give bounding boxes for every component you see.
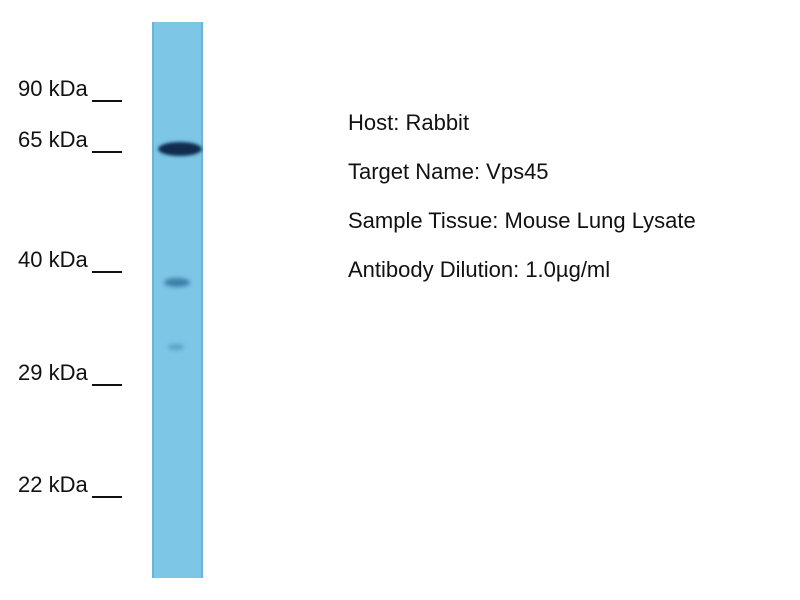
marker-tick <box>91 137 122 153</box>
marker-22: 22 kDa <box>18 472 122 498</box>
band-main <box>158 142 202 156</box>
marker-label: 90 kDa <box>18 76 88 101</box>
marker-29: 29 kDa <box>18 360 122 386</box>
marker-label: 29 kDa <box>18 360 88 385</box>
info-tissue: Sample Tissue: Mouse Lung Lysate <box>348 208 696 233</box>
marker-tick <box>91 482 122 498</box>
marker-tick <box>91 257 122 273</box>
marker-90: 90 kDa <box>18 76 122 102</box>
info-target: Target Name: Vps45 <box>348 159 549 184</box>
marker-40: 40 kDa <box>18 247 122 273</box>
info-host: Host: Rabbit <box>348 110 470 135</box>
marker-65: 65 kDa <box>18 127 122 153</box>
band-secondary <box>164 278 190 287</box>
info-dilution: Antibody Dilution: 1.0µg/ml <box>348 257 611 282</box>
band-faint <box>168 344 184 350</box>
marker-tick <box>91 86 122 102</box>
marker-label: 40 kDa <box>18 247 88 272</box>
blot-lane <box>152 22 203 578</box>
marker-label: 65 kDa <box>18 127 88 152</box>
marker-label: 22 kDa <box>18 472 88 497</box>
marker-tick <box>91 370 122 386</box>
